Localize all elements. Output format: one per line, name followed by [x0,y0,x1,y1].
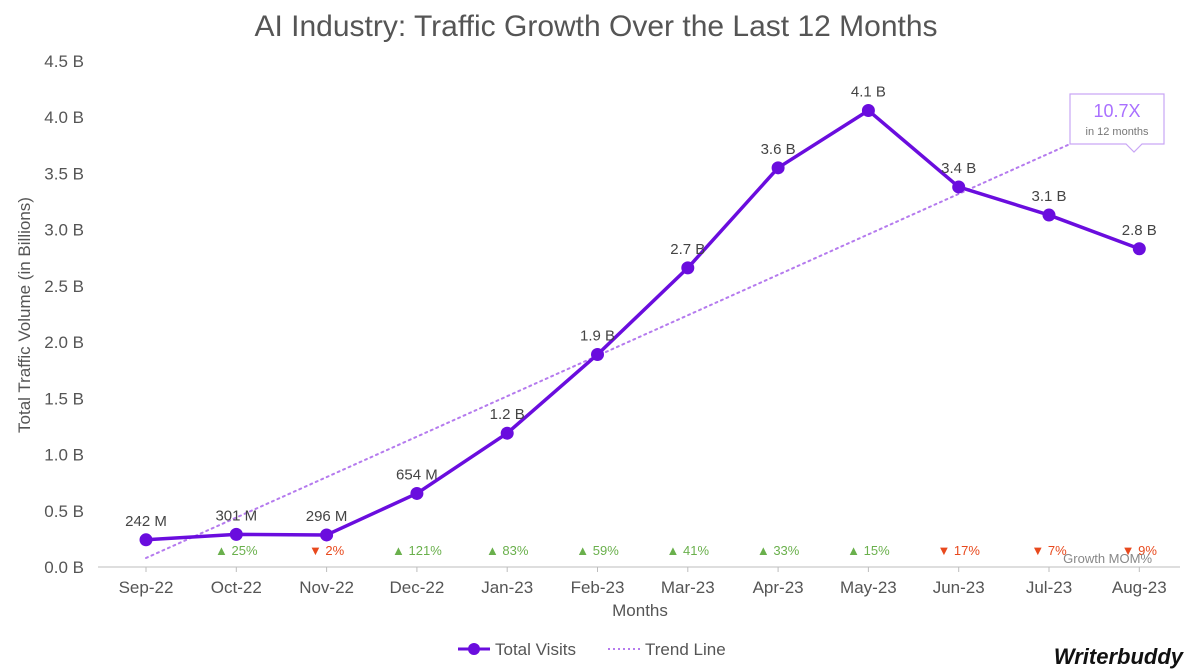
trend-line-group [145,121,1119,560]
x-axis-label: Months [612,601,668,620]
growth-value: ▲ 59% [576,543,619,558]
growth-value: ▲ 33% [757,543,800,558]
growth-row: ▲ 25% ▼ 2% ▲ 121% ▲ 83% ▲ 59% ▲ 41% ▲ 33% ▲ 15%… [215,543,1157,558]
data-label: 242 M [125,513,167,530]
data-point [861,103,875,117]
y-tick-label: 3.0 B [44,221,84,240]
data-point [500,426,514,440]
data-point [139,533,153,547]
data-label: 654 M [396,466,438,483]
y-axis: 0.0 B 0.5 B 1.0 B 1.5 B 2.0 B 2.5 B 3.0 B 3.5 B… [44,52,84,577]
trend-line [145,121,1119,560]
data-point [1132,242,1146,256]
x-tick-label: Sep-22 [119,578,174,597]
brand-logo: Writerbuddy [1054,644,1185,669]
growth-value: ▼ 2% [309,543,345,558]
x-tick-label: May-23 [840,578,897,597]
data-point [681,261,695,275]
callout-value: 10.7X [1093,101,1140,121]
x-tick-label: Aug-23 [1112,578,1167,597]
data-point [952,180,966,194]
x-tick-label: Oct-22 [211,578,262,597]
callout-subtitle: in 12 months [1086,126,1149,138]
y-tick-label: 3.5 B [44,164,84,183]
growth-value: ▲ 41% [667,543,710,558]
legend-trend-line-label: Trend Line [645,640,726,659]
growth-value: ▼ 17% [937,543,980,558]
y-tick-label: 0.5 B [44,502,84,521]
callout: 10.7X in 12 months [1069,93,1165,153]
data-label: 2.8 B [1122,222,1157,239]
x-tick-label: Jan-23 [481,578,533,597]
growth-mom-label: Growth MOM% [1063,551,1152,566]
growth-value: ▼ 7% [1031,543,1067,558]
growth-value: ▲ 25% [215,543,258,558]
x-tick-label: Jun-23 [933,578,985,597]
y-tick-label: 2.5 B [44,277,84,296]
data-label: 3.1 B [1031,188,1066,205]
chart-title: AI Industry: Traffic Growth Over the Las… [254,10,937,43]
legend: Total Visits Trend Line [458,640,726,659]
data-point [410,486,424,500]
y-tick-label: 1.5 B [44,389,84,408]
y-tick-label: 4.0 B [44,108,84,127]
legend-total-visits-marker [468,643,480,655]
total-visits-line [145,108,1140,542]
data-label: 1.9 B [580,327,615,344]
growth-value: ▼ 9% [1122,543,1158,558]
data-label: 301 M [215,507,257,524]
total-visits-series: 242 M 301 M 296 M 654 M 1.2 B 1.9 B 2.7 B 3.6 B… [125,83,1157,547]
x-tick-label: Apr-23 [753,578,804,597]
y-tick-label: 2.0 B [44,333,84,352]
x-tick-label: Dec-22 [389,578,444,597]
growth-value: ▲ 121% [392,543,442,558]
data-label: 3.6 B [761,141,796,158]
data-label: 4.1 B [851,83,886,100]
data-label: 3.4 B [941,160,976,177]
x-axis: Sep-22 Oct-22 Nov-22 Dec-22 Jan-23 Feb-23 Mar-… [119,567,1167,597]
callout-box [1069,93,1165,153]
data-point [771,161,785,175]
y-tick-label: 1.0 B [44,446,84,465]
growth-value: ▲ 15% [847,543,890,558]
growth-value: ▲ 83% [486,543,529,558]
data-label: 1.2 B [490,406,525,423]
x-tick-label: Jul-23 [1026,578,1072,597]
y-axis-label: Total Traffic Volume (in Billions) [15,197,34,433]
legend-total-visits-label: Total Visits [495,640,576,659]
x-tick-label: Feb-23 [571,578,625,597]
y-tick-label: 0.0 B [44,558,84,577]
data-label: 2.7 B [670,241,705,258]
data-point [320,528,334,542]
data-point [591,347,604,361]
x-tick-label: Mar-23 [661,578,715,597]
y-tick-label: 4.5 B [44,52,84,71]
x-tick-label: Nov-22 [299,578,354,597]
data-label: 296 M [306,508,348,525]
data-point [1042,208,1056,222]
data-point [229,527,243,541]
